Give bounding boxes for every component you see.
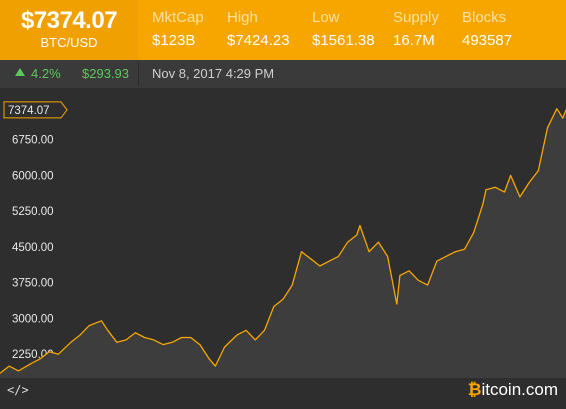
current-price-label: 7374.07 [8, 105, 50, 117]
stat-label: Supply [393, 9, 439, 26]
divider [138, 62, 139, 86]
y-tick-label: 6750.00 [12, 135, 54, 147]
change-amount: $293.93 [82, 66, 129, 81]
y-tick-label: 4500.00 [12, 242, 54, 254]
current-price-tag [3, 101, 68, 119]
stat-blocks: Blocks 493587 [462, 9, 512, 51]
currency-pair: BTC/USD [40, 35, 98, 50]
stat-mktcap: MktCap $123B [152, 9, 204, 51]
header-bar: $7374.07 BTC/USD MktCap $123B High $7424… [0, 0, 566, 60]
brand-initial: ₿ [467, 380, 482, 399]
stat-value: $1561.38 [312, 32, 375, 49]
stat-value: $123B [152, 32, 196, 49]
stat-value: 493587 [462, 32, 513, 49]
stat-label: Low [312, 9, 340, 26]
change-percent: 4.2% [31, 66, 61, 81]
current-price: $7374.07 [20, 7, 118, 34]
up-arrow-icon [15, 68, 25, 76]
stat-value: $7424.23 [227, 32, 290, 49]
y-tick-label: 3750.00 [12, 278, 54, 290]
brand-name: itcoin.com [481, 380, 558, 399]
stat-supply: Supply 16.7M [393, 9, 439, 51]
y-tick-label: 6000.00 [12, 170, 54, 182]
stat-high: High $7424.23 [227, 9, 290, 51]
change-bar [0, 60, 566, 88]
stat-label: MktCap [152, 9, 204, 26]
stat-low: Low $1561.38 [312, 9, 375, 51]
timestamp: Nov 8, 2017 4:29 PM [152, 66, 275, 81]
y-axis: 2250.003000.003750.004500.005250.006000.… [12, 135, 54, 361]
price-area [0, 108, 566, 378]
bitcoin-com-logo: ₿itcoin.com [468, 380, 558, 400]
y-tick-label: 3000.00 [12, 313, 54, 325]
embed-code-icon[interactable]: </> [7, 383, 29, 397]
stat-label: Blocks [462, 9, 507, 26]
price-box: $7374.07 BTC/USD [0, 0, 138, 60]
current-price-marker: 7374.07 [3, 101, 68, 119]
y-tick-label: 5250.00 [12, 206, 54, 218]
price-chart[interactable]: 2250.003000.003750.004500.005250.006000.… [0, 88, 566, 378]
stat-label: High [227, 9, 258, 26]
stat-value: 16.7M [393, 32, 435, 49]
price-line [0, 108, 566, 374]
